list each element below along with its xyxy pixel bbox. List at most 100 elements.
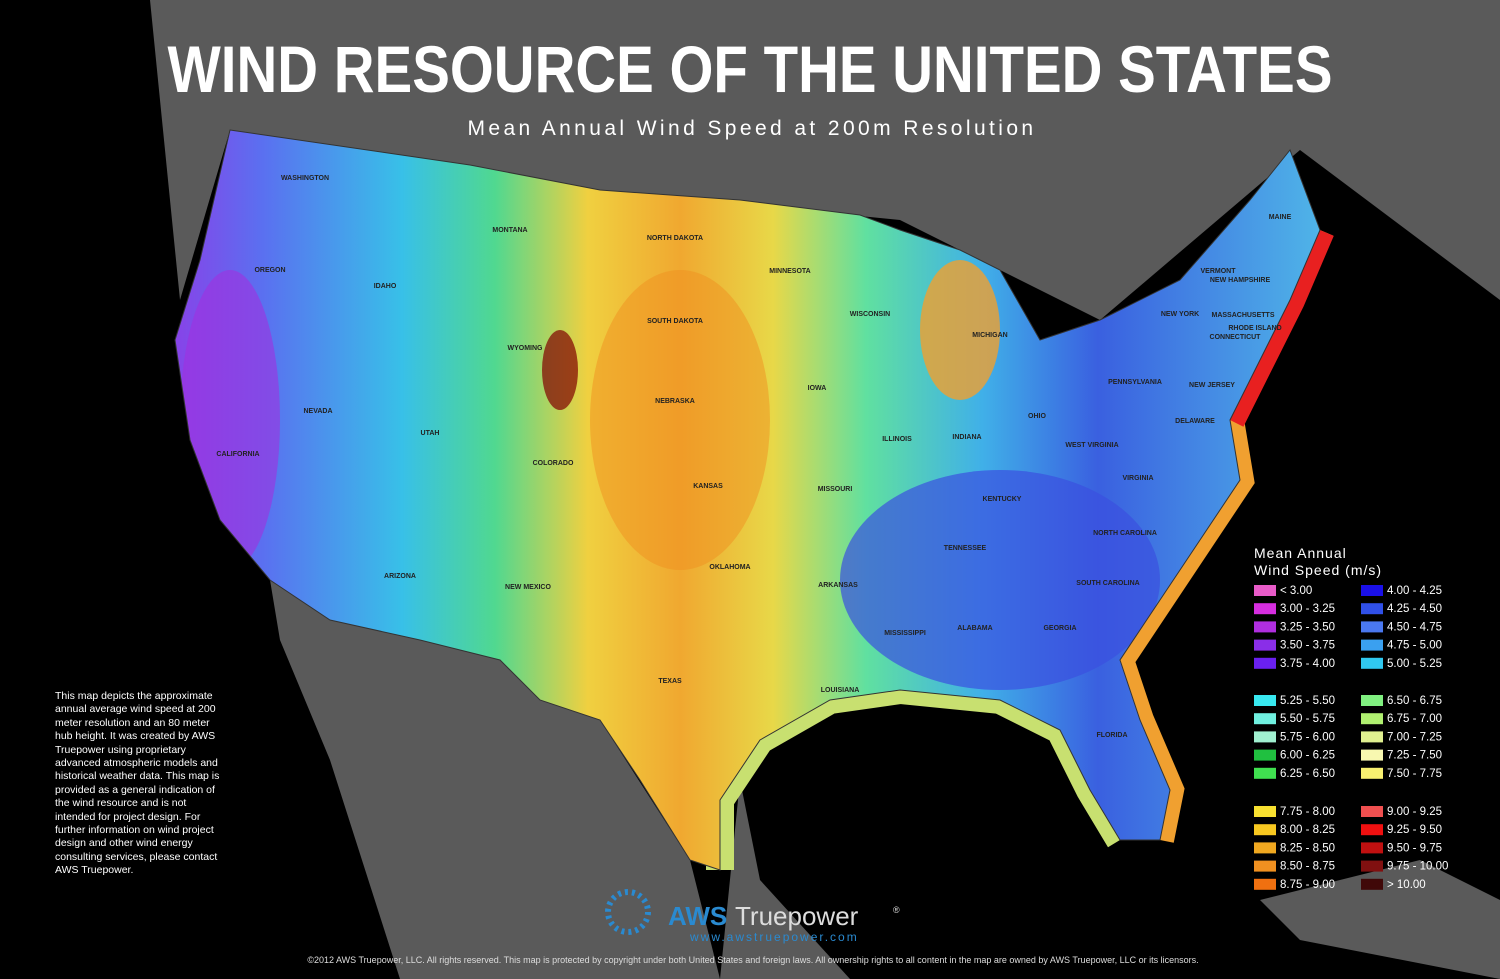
state-label: TENNESSEE xyxy=(944,545,987,552)
state-label: NORTH CAROLINA xyxy=(1093,530,1157,537)
legend-label: 8.00 - 8.25 xyxy=(1280,824,1335,836)
logo-brand: AWS xyxy=(668,901,727,931)
state-label: NEBRASKA xyxy=(655,398,695,405)
us-outline xyxy=(174,129,1321,871)
state-label: TEXAS xyxy=(658,678,682,685)
legend-swatch xyxy=(1254,695,1276,706)
legend-label: > 10.00 xyxy=(1387,879,1426,891)
state-label: ARIZONA xyxy=(384,573,416,580)
legend-label: 3.00 - 3.25 xyxy=(1280,603,1335,615)
legend-swatch xyxy=(1254,657,1276,669)
legend-label: 7.75 - 8.00 xyxy=(1280,806,1335,818)
legend-swatch xyxy=(1361,767,1383,779)
lake-michigan xyxy=(920,260,1000,400)
legend-swatch xyxy=(1361,731,1383,743)
state-label: NEW JERSEY xyxy=(1189,382,1235,389)
legend-swatch xyxy=(1254,731,1276,743)
legend-swatch xyxy=(1361,585,1383,596)
legend-label: < 3.00 xyxy=(1280,585,1312,597)
legend-swatch xyxy=(1361,639,1383,651)
southeast-low xyxy=(840,470,1160,690)
legend-swatch xyxy=(1361,713,1383,725)
state-label: NEVADA xyxy=(303,408,332,415)
logo-url: www.awstruepower.com xyxy=(689,930,859,944)
state-label: VERMONT xyxy=(1201,268,1237,275)
legend-label: 9.25 - 9.50 xyxy=(1387,824,1442,836)
legend-swatch xyxy=(1361,749,1383,761)
copyright: ©2012 AWS Truepower, LLC. All rights res… xyxy=(307,955,1198,965)
legend-label: 6.00 - 6.25 xyxy=(1280,750,1335,762)
plains-high xyxy=(590,270,770,570)
legend-swatch xyxy=(1254,806,1276,817)
state-label: KENTUCKY xyxy=(983,496,1022,503)
legend-swatch xyxy=(1254,749,1276,761)
legend-swatch xyxy=(1361,860,1383,872)
legend-swatch xyxy=(1254,824,1276,836)
state-label: NORTH DAKOTA xyxy=(647,235,703,242)
canada-land xyxy=(150,0,1500,320)
legend-swatch xyxy=(1254,585,1276,596)
state-label: OKLAHOMA xyxy=(709,564,750,571)
state-label: GEORGIA xyxy=(1043,625,1076,632)
legend-label: 9.00 - 9.25 xyxy=(1387,806,1442,818)
state-label: CONNECTICUT xyxy=(1210,334,1262,341)
state-label: IDAHO xyxy=(374,283,397,290)
state-label: RHODE ISLAND xyxy=(1228,325,1281,332)
subtitle: Mean Annual Wind Speed at 200m Resolutio… xyxy=(467,117,1036,140)
legend-label: 3.25 - 3.50 xyxy=(1280,621,1335,633)
west-low xyxy=(180,270,280,570)
legend-swatch xyxy=(1254,878,1276,890)
state-label: ILLINOIS xyxy=(882,436,912,443)
legend: Mean Annual Wind Speed (m/s) < 3.00 3.00 - … xyxy=(1254,545,1448,891)
legend-label: 8.25 - 8.50 xyxy=(1280,842,1335,854)
legend-label: 3.75 - 4.00 xyxy=(1280,658,1335,670)
legend-swatch xyxy=(1361,806,1383,817)
state-label: NEW MEXICO xyxy=(505,584,551,591)
legend-label: 6.50 - 6.75 xyxy=(1387,695,1442,707)
state-label: MINNESOTA xyxy=(769,268,810,275)
state-label: MONTANA xyxy=(492,227,527,234)
state-label: WASHINGTON xyxy=(281,175,329,182)
state-label: UTAH xyxy=(421,430,440,437)
wyoming-high xyxy=(542,330,578,410)
legend-title: Mean Annual Wind Speed (m/s) xyxy=(1254,545,1382,578)
legend-swatch xyxy=(1361,657,1383,669)
state-label: NEW HAMPSHIRE xyxy=(1210,277,1271,284)
state-label: MICHIGAN xyxy=(972,332,1007,339)
legend-label: 7.25 - 7.50 xyxy=(1387,750,1442,762)
logo: AWS Truepower ® www.awstruepower.com xyxy=(605,889,900,944)
state-label: MISSISSIPPI xyxy=(884,630,926,637)
legend-label: 4.50 - 4.75 xyxy=(1387,621,1442,633)
state-labels: WASHINGTON OREGON IDAHO MONTANA NORTH DAKOTA… xyxy=(216,175,1291,739)
state-label: INDIANA xyxy=(952,434,981,441)
state-label: WYOMING xyxy=(508,345,544,352)
legend-swatch xyxy=(1254,603,1276,615)
legend-label: 4.75 - 5.00 xyxy=(1387,640,1442,652)
state-label: ARKANSAS xyxy=(818,582,858,589)
state-label: IOWA xyxy=(808,385,827,392)
legend-label: 9.50 - 9.75 xyxy=(1387,842,1442,854)
state-label: OREGON xyxy=(254,267,285,274)
legend-label: 5.75 - 6.00 xyxy=(1280,731,1335,743)
logo-mark: ® xyxy=(893,905,900,915)
state-label: WISCONSIN xyxy=(850,311,890,318)
legend-label: 3.50 - 3.75 xyxy=(1280,640,1335,652)
state-label: KANSAS xyxy=(693,483,723,490)
legend-swatch xyxy=(1361,603,1383,615)
state-label: SOUTH DAKOTA xyxy=(647,318,703,325)
state-label: COLORADO xyxy=(533,460,574,467)
state-label: SOUTH CAROLINA xyxy=(1076,580,1139,587)
legend-swatch xyxy=(1361,695,1383,706)
state-label: PENNSYLVANIA xyxy=(1108,379,1162,386)
state-label: LOUISIANA xyxy=(821,687,860,694)
legend-label: 6.25 - 6.50 xyxy=(1280,768,1335,780)
description: This map depicts the approximate annual … xyxy=(55,690,220,877)
legend-label: 5.00 - 5.25 xyxy=(1387,658,1442,670)
legend-label: 7.50 - 7.75 xyxy=(1387,768,1442,780)
legend-swatch xyxy=(1254,767,1276,779)
legend-swatch xyxy=(1361,842,1383,854)
state-label: OHIO xyxy=(1028,413,1046,420)
state-label: MAINE xyxy=(1269,214,1292,221)
